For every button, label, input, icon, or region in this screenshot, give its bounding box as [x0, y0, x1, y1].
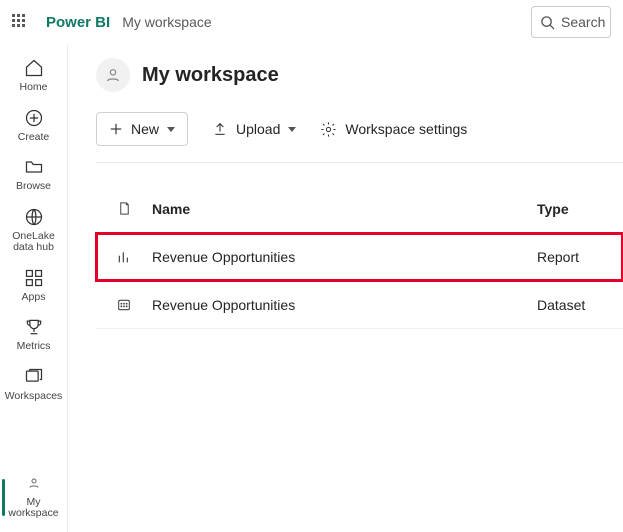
search-icon [540, 15, 555, 30]
dataset-icon [96, 297, 152, 313]
content-table: Name Type Revenue OpportunitiesReportRev… [96, 185, 623, 329]
workspace-avatar-icon [96, 58, 130, 92]
new-button-label: New [131, 121, 159, 137]
chevron-down-icon [288, 127, 296, 132]
page-title: My workspace [142, 64, 279, 87]
nav-my-workspace-label: My workspace [8, 497, 58, 520]
file-icon [117, 201, 132, 216]
table-row[interactable]: Revenue OpportunitiesDataset [96, 281, 623, 329]
nav-home[interactable]: Home [2, 50, 66, 100]
chevron-down-icon [167, 127, 175, 132]
nav-apps-label: Apps [22, 292, 46, 304]
upload-label: Upload [236, 121, 280, 137]
nav-onelake-label: OneLake data hub [12, 231, 55, 254]
row-name: Revenue Opportunities [152, 297, 537, 313]
nav-browse-label: Browse [16, 181, 51, 193]
nav-home-label: Home [19, 82, 47, 94]
row-type: Dataset [537, 297, 623, 313]
upload-button[interactable]: Upload [212, 121, 296, 137]
person-circle-icon [28, 477, 40, 497]
trophy-icon [24, 317, 44, 337]
nav-onelake[interactable]: OneLake data hub [2, 199, 66, 260]
nav-create-label: Create [18, 132, 50, 144]
nav-browse[interactable]: Browse [2, 149, 66, 199]
search-label: Search [561, 14, 605, 30]
row-type: Report [537, 249, 623, 265]
nav-workspaces-label: Workspaces [5, 391, 63, 403]
column-name-header[interactable]: Name [152, 201, 537, 217]
gear-icon [320, 121, 337, 138]
nav-workspaces[interactable]: Workspaces [2, 359, 66, 409]
plus-icon [109, 122, 123, 136]
workspace-settings-label: Workspace settings [345, 121, 467, 137]
table-header: Name Type [96, 185, 623, 233]
search-input[interactable]: Search [531, 6, 611, 38]
nav-metrics[interactable]: Metrics [2, 309, 66, 359]
report-icon [96, 249, 152, 265]
brand-label: Power BI [46, 14, 110, 31]
breadcrumb[interactable]: My workspace [122, 14, 211, 30]
column-type-header[interactable]: Type [537, 201, 623, 217]
workspace-settings-button[interactable]: Workspace settings [320, 121, 467, 138]
upload-icon [212, 121, 228, 137]
home-icon [24, 58, 44, 78]
plus-circle-icon [24, 108, 44, 128]
nav-my-workspace[interactable]: My workspace [2, 469, 66, 526]
nav-rail: Home Create Browse OneLake data hub Apps… [0, 44, 68, 532]
nav-metrics-label: Metrics [17, 341, 51, 353]
folder-icon [24, 157, 44, 177]
app-launcher-icon[interactable] [12, 14, 28, 30]
workspaces-icon [24, 367, 44, 387]
nav-apps[interactable]: Apps [2, 260, 66, 310]
apps-icon [24, 268, 44, 288]
new-button[interactable]: New [96, 112, 188, 146]
nav-create[interactable]: Create [2, 100, 66, 150]
onelake-icon [24, 207, 44, 227]
table-row[interactable]: Revenue OpportunitiesReport [96, 233, 623, 281]
row-name: Revenue Opportunities [152, 249, 537, 265]
